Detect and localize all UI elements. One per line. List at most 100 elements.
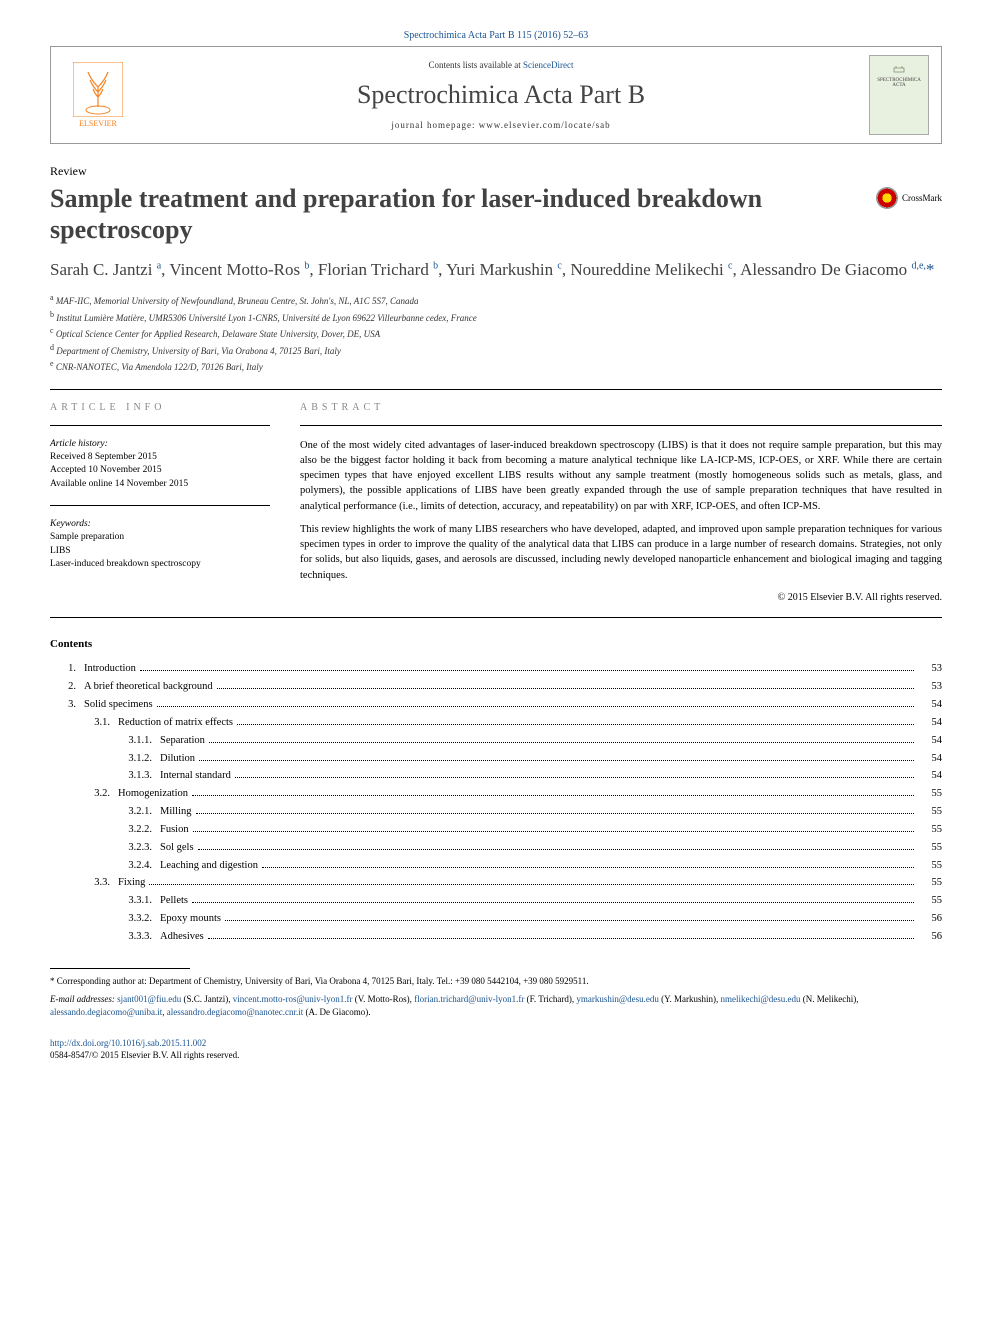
toc-entry[interactable]: 1.Introduction 53 [50,660,942,678]
article-title: Sample treatment and preparation for las… [50,183,876,245]
toc-entry[interactable]: 3.2.Homogenization55 [50,785,942,803]
affiliation-b: b Institut Lumière Matière, UMR5306 Univ… [50,309,942,326]
toc-leader [140,670,914,671]
toc-page: 55 [918,785,942,803]
toc-leader [235,777,914,778]
toc-number: 3.1. [84,714,118,732]
email-4-name: (Y. Markushin), [659,994,721,1004]
divider-top [50,389,942,390]
toc-number: 3.2. [84,785,118,803]
author-4-aff[interactable]: c [557,261,561,272]
affiliation-d: d Department of Chemistry, University of… [50,342,942,359]
abstract-divider [300,425,942,426]
keywords-block: Keywords: Sample preparation LIBS Laser-… [50,518,270,571]
keyword-1: Sample preparation [50,531,270,544]
toc-number: 3.2.4. [118,857,160,875]
article-info-col: article info Article history: Received 8… [50,402,270,605]
author-5: Noureddine Melikechi [570,260,728,279]
toc-title: Epoxy mounts [160,910,221,928]
toc-page: 53 [918,678,942,696]
history-label: Article history: [50,438,270,451]
accepted-date: Accepted 10 November 2015 [50,464,270,477]
email-footnote: E-mail addresses: sjant001@fiu.edu (S.C.… [50,993,942,1018]
online-date: Available online 14 November 2015 [50,478,270,491]
author-5-aff[interactable]: c [728,261,732,272]
toc-entry[interactable]: 3.2.2.Fusion55 [50,821,942,839]
title-row: Sample treatment and preparation for las… [50,183,942,259]
toc-entry[interactable]: 3.2.1.Milling55 [50,803,942,821]
toc-page: 55 [918,803,942,821]
toc-entry[interactable]: 3.3.3.Adhesives56 [50,928,942,946]
toc-page: 56 [918,910,942,928]
corresponding-author-footnote: * Corresponding author at: Department of… [50,975,942,988]
author-4: Yuri Markushin [446,260,557,279]
toc-title: Solid specimens [84,696,153,714]
toc-number: 1. [50,660,84,678]
author-1: Sarah C. Jantzi [50,260,157,279]
toc-entry[interactable]: 3.2.3.Sol gels55 [50,839,942,857]
email-7-name: (A. De Giacomo). [303,1007,370,1017]
toc-number: 3.3.3. [118,928,160,946]
keyword-2: LIBS [50,545,270,558]
contents-pre: Contents lists available at [429,60,523,70]
author-6-corr[interactable]: * [926,260,935,279]
toc-number: 3.1.3. [118,767,160,785]
toc-title: Fusion [160,821,189,839]
email-1[interactable]: sjant001@fiu.edu [117,994,181,1004]
toc-entry[interactable]: 3.1.1.Separation54 [50,732,942,750]
email-2-name: (V. Motto-Ros), [352,994,414,1004]
toc-entry[interactable]: 3.1.3.Internal standard54 [50,767,942,785]
toc-entry[interactable]: 3.1.2.Dilution54 [50,750,942,768]
author-6-aff[interactable]: d,e, [911,261,925,272]
doi-link[interactable]: http://dx.doi.org/10.1016/j.sab.2015.11.… [50,1038,206,1048]
toc-page: 56 [918,928,942,946]
citation-link[interactable]: Spectrochimica Acta Part B 115 (2016) 52… [50,30,942,41]
toc-page: 55 [918,821,942,839]
toc-leader [199,760,914,761]
article-type: Review [50,164,942,179]
issn-copyright: 0584-8547/© 2015 Elsevier B.V. All right… [50,1050,239,1060]
email-6[interactable]: alessando.degiacomo@uniba.it [50,1007,162,1017]
toc-entry[interactable]: 3.Solid specimens54 [50,696,942,714]
email-2[interactable]: vincent.motto-ros@univ-lyon1.fr [233,994,353,1004]
author-1-aff[interactable]: a [157,261,161,272]
toc-title: A brief theoretical background [84,678,213,696]
toc-entry[interactable]: 2.A brief theoretical background53 [50,678,942,696]
author-2-aff[interactable]: b [304,261,309,272]
elsevier-tree-icon [73,62,123,117]
sciencedirect-link[interactable]: ScienceDirect [523,60,573,70]
affiliation-a: a MAF-IIC, Memorial University of Newfou… [50,292,942,309]
affiliations: a MAF-IIC, Memorial University of Newfou… [50,292,942,375]
toc-entry[interactable]: 3.3.1.Pellets55 [50,892,942,910]
toc-title: Sol gels [160,839,194,857]
email-7[interactable]: alessandro.degiacomo@nanotec.cnr.it [167,1007,304,1017]
toc-title: Fixing [118,874,145,892]
toc-title: Pellets [160,892,188,910]
contents-lists-line: Contents lists available at ScienceDirec… [133,60,869,70]
email-5[interactable]: nmelikechi@desu.edu [721,994,801,1004]
toc-entry[interactable]: 3.3.2.Epoxy mounts56 [50,910,942,928]
toc-page: 54 [918,732,942,750]
toc-title: Internal standard [160,767,231,785]
crossmark-badge[interactable]: CrossMark [876,187,942,209]
toc-leader [192,902,914,903]
toc-title: Introduction [84,660,136,678]
author-3-aff[interactable]: b [433,261,438,272]
email-4[interactable]: ymarkushin@desu.edu [576,994,659,1004]
article-info-header: article info [50,402,270,413]
homepage-url[interactable]: www.elsevier.com/locate/sab [479,120,611,130]
toc-leader [237,724,914,725]
toc-entry[interactable]: 3.3.Fixing55 [50,874,942,892]
divider-bottom [50,617,942,618]
email-5-name: (N. Melikechi), [801,994,859,1004]
toc-entry[interactable]: 3.1.Reduction of matrix effects54 [50,714,942,732]
contents-heading: Contents [50,638,942,650]
info-divider [50,425,270,426]
toc-page: 53 [918,660,942,678]
affiliation-d-text: Department of Chemistry, University of B… [56,346,341,356]
toc-entry[interactable]: 3.2.4.Leaching and digestion55 [50,857,942,875]
info-abstract-row: article info Article history: Received 8… [50,402,942,605]
received-date: Received 8 September 2015 [50,451,270,464]
email-3[interactable]: florian.trichard@univ-lyon1.fr [414,994,524,1004]
toc-number: 3.3.1. [118,892,160,910]
